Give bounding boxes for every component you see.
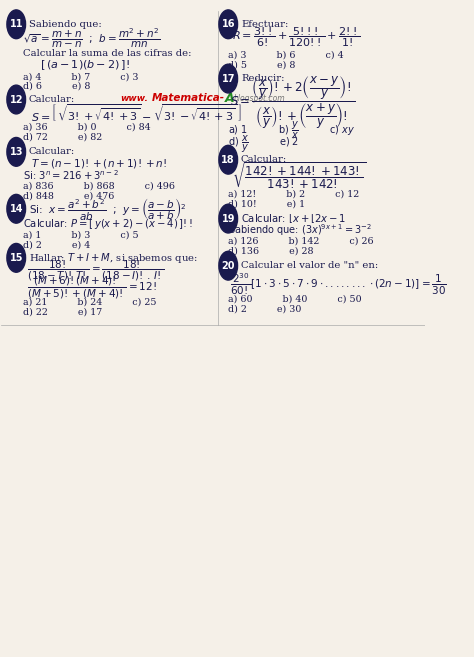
- Text: $\dfrac{2^{30}}{60!}\left[1\cdot3\cdot5\cdot7\cdot9\cdot........\cdot(2n-1)\righ: $\dfrac{2^{30}}{60!}\left[1\cdot3\cdot5\…: [229, 271, 447, 296]
- Circle shape: [219, 64, 237, 93]
- Text: 14: 14: [9, 204, 23, 214]
- Text: 20: 20: [221, 261, 235, 271]
- Text: Calcular:: Calcular:: [29, 147, 75, 156]
- Text: 12: 12: [9, 95, 23, 104]
- Text: a) 3          b) 6          c) 4: a) 3 b) 6 c) 4: [228, 51, 344, 60]
- Text: Sabiendo que:: Sabiendo que:: [29, 20, 102, 29]
- Circle shape: [7, 137, 26, 166]
- Text: Matematica-: Matematica-: [152, 93, 225, 103]
- Text: Si:  $x = \dfrac{a^2+b^2}{ab}$  ;  $y = \left(\dfrac{a-b}{a+b}\right)^2$: Si: $x = \dfrac{a^2+b^2}{ab}$ ; $y = \le…: [29, 196, 187, 222]
- Text: Efectuar:: Efectuar:: [241, 20, 288, 29]
- Circle shape: [7, 194, 26, 223]
- Text: blogspot.com: blogspot.com: [234, 94, 285, 102]
- Text: 11: 11: [9, 19, 23, 30]
- Text: Calcular: $P = \left[\,y(x+2)-(x-4)\,\right]!!$: Calcular: $P = \left[\,y(x+2)-(x-4)\,\ri…: [23, 217, 192, 231]
- Text: $\left[\,(a-1)(b-2)\,\right]!$: $\left[\,(a-1)(b-2)\,\right]!$: [39, 58, 129, 72]
- Text: Calcular:: Calcular:: [241, 155, 287, 164]
- Circle shape: [219, 10, 237, 39]
- Text: d) 848          e) 476: d) 848 e) 476: [23, 191, 114, 200]
- Text: 18: 18: [221, 154, 235, 165]
- Text: $\sqrt{a} = \dfrac{m+n}{m-n}$  ;  $b=\dfrac{m^2+n^2}{mn}$: $\sqrt{a} = \dfrac{m+n}{m-n}$ ; $b=\dfra…: [23, 27, 160, 50]
- Text: d) 5          e) 8: d) 5 e) 8: [228, 60, 296, 70]
- Text: Calcular la suma de las cifras de:: Calcular la suma de las cifras de:: [23, 49, 191, 58]
- Text: a) 126          b) 142          c) 26: a) 126 b) 142 c) 26: [228, 237, 374, 246]
- Text: a) 1          b) 3          c) 5: a) 1 b) 3 c) 5: [23, 231, 138, 239]
- Circle shape: [7, 10, 26, 39]
- Text: a) 60          b) 40          c) 50: a) 60 b) 40 c) 50: [228, 294, 362, 304]
- Text: d) 72          e) 82: d) 72 e) 82: [23, 132, 102, 141]
- Text: 19: 19: [221, 214, 235, 223]
- Text: A: A: [225, 92, 235, 104]
- Circle shape: [219, 251, 237, 280]
- Text: d) 136          e) 28: d) 136 e) 28: [228, 247, 314, 256]
- Text: www.: www.: [120, 94, 148, 102]
- Text: Hallar: $T+I+M$, si sabemos que:: Hallar: $T+I+M$, si sabemos que:: [29, 251, 198, 265]
- Text: Reducir:: Reducir:: [241, 74, 284, 83]
- Circle shape: [219, 145, 237, 174]
- Text: d) 6          e) 8: d) 6 e) 8: [23, 82, 90, 91]
- Text: d) $\dfrac{x}{y}$          e) 2: d) $\dfrac{x}{y}$ e) 2: [228, 134, 300, 155]
- Text: a) 21          b) 24          c) 25: a) 21 b) 24 c) 25: [23, 298, 156, 307]
- Text: d) 10!          e) 1: d) 10! e) 1: [228, 199, 305, 208]
- Text: d) 22          e) 17: d) 22 e) 17: [23, 307, 102, 317]
- Circle shape: [7, 85, 26, 114]
- Text: Calcular:: Calcular:: [29, 95, 75, 104]
- Circle shape: [219, 204, 237, 233]
- Text: Calcular: $\lfloor x+\lfloor 2x-1$: Calcular: $\lfloor x+\lfloor 2x-1$: [241, 212, 346, 225]
- Text: $S = \dfrac{\left(\dfrac{x}{y}\right)!+2\left(\dfrac{x-y}{y}\right)!}{\left(\dfr: $S = \dfrac{\left(\dfrac{x}{y}\right)!+2…: [230, 75, 356, 131]
- Text: 17: 17: [221, 74, 235, 83]
- Text: $T = (n-1)!+(n+1)!+n!$: $T = (n-1)!+(n+1)!+n!$: [31, 157, 167, 170]
- Text: a) 4          b) 7          c) 3: a) 4 b) 7 c) 3: [23, 72, 138, 81]
- Text: $\dfrac{(M+6)!(M+4)!}{(M+5)!+(M+4)!} = 12!$: $\dfrac{(M+6)!(M+4)!}{(M+5)!+(M+4)!} = 1…: [27, 275, 156, 301]
- Text: a) 12!          b) 2          c) 12: a) 12! b) 2 c) 12: [228, 189, 359, 198]
- Text: a) 836          b) 868          c) 496: a) 836 b) 868 c) 496: [23, 181, 174, 191]
- Text: a) 1          b) $\dfrac{y}{x}$          c) $xy$: a) 1 b) $\dfrac{y}{x}$ c) $xy$: [228, 120, 356, 141]
- Text: $R = \dfrac{3!!}{6!}+\dfrac{5!!!}{120!!}+\dfrac{2!!}{1!}$: $R = \dfrac{3!!}{6!}+\dfrac{5!!!}{120!!}…: [232, 26, 361, 49]
- Text: $\dfrac{18!}{(18-T)!\,T!} = \dfrac{18!}{(18-I)!\,.\,I!}$: $\dfrac{18!}{(18-T)!\,T!} = \dfrac{18!}{…: [27, 259, 165, 283]
- Text: 15: 15: [9, 253, 23, 263]
- Text: d) 2          e) 4: d) 2 e) 4: [23, 240, 90, 249]
- Text: $S = \left[\,\sqrt{3!+\sqrt{4!+3}}-\sqrt{3!-\sqrt{4!+3}}\,\right]$: $S = \left[\,\sqrt{3!+\sqrt{4!+3}}-\sqrt…: [31, 102, 242, 123]
- Text: 13: 13: [9, 147, 23, 157]
- Text: Calcular el valor de "n" en:: Calcular el valor de "n" en:: [241, 261, 378, 270]
- Text: d) 2          e) 30: d) 2 e) 30: [228, 304, 301, 313]
- Text: 16: 16: [221, 19, 235, 30]
- Text: a) 36          b) 0          c) 84: a) 36 b) 0 c) 84: [23, 122, 150, 131]
- Text: Si: $3^n = 216+3^{n-2}$: Si: $3^n = 216+3^{n-2}$: [23, 168, 118, 181]
- Text: Sabiendo que: $(3x)^{9x+1} = 3^{-2}$: Sabiendo que: $(3x)^{9x+1} = 3^{-2}$: [228, 223, 372, 238]
- Circle shape: [7, 244, 26, 272]
- Text: $\sqrt{\dfrac{142!+144!+143!}{143!+142!}}$: $\sqrt{\dfrac{142!+144!+143!}{143!+142!}…: [232, 161, 367, 191]
